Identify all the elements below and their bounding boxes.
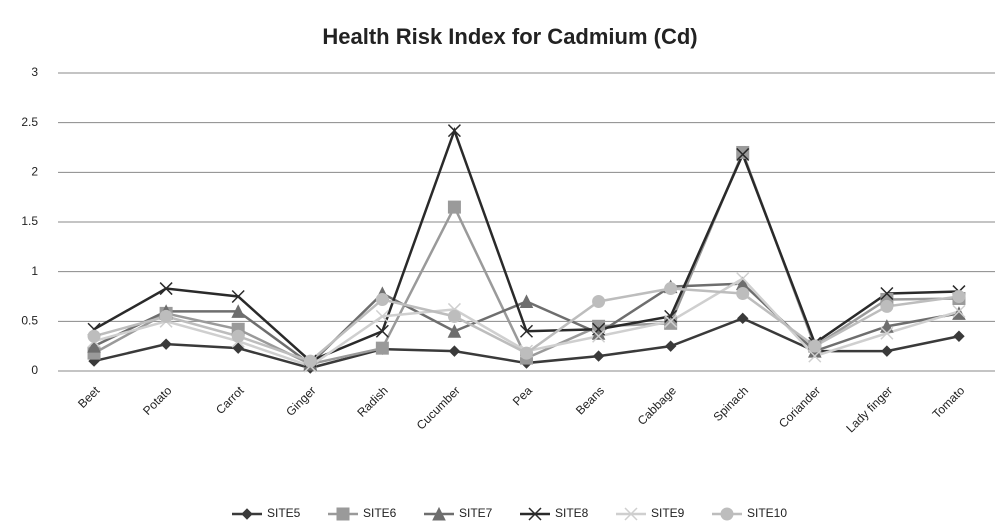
x-tick-label: Cabbage	[635, 383, 680, 428]
y-tick-label: 1.5	[21, 214, 38, 228]
legend-marker	[528, 507, 542, 521]
x-tick-label: Cucumber	[414, 383, 463, 432]
x-tick-label: Coriander	[776, 383, 823, 430]
legend-label: SITE5	[267, 506, 301, 520]
marker	[375, 341, 389, 355]
legend-marker	[624, 507, 638, 521]
marker	[664, 309, 678, 323]
legend-marker	[336, 507, 350, 521]
marker	[953, 330, 965, 342]
marker	[624, 507, 638, 521]
marker	[241, 508, 253, 520]
legend-label: SITE6	[363, 506, 397, 520]
marker	[720, 507, 734, 521]
y-tick-label: 2.5	[21, 115, 38, 129]
marker	[87, 339, 101, 353]
marker	[737, 312, 749, 325]
marker	[880, 299, 894, 313]
marker	[231, 329, 245, 343]
y-tick-label: 0	[31, 363, 38, 377]
marker	[808, 339, 822, 353]
marker	[519, 324, 534, 338]
x-tick-label: Beet	[75, 383, 103, 411]
y-tick-label: 0.5	[21, 314, 38, 328]
marker	[447, 309, 461, 323]
marker	[375, 292, 389, 306]
marker	[447, 200, 461, 214]
marker	[592, 329, 606, 343]
marker	[160, 338, 172, 350]
marker	[880, 326, 894, 340]
marker	[880, 286, 894, 301]
marker	[664, 316, 678, 330]
marker	[528, 507, 542, 521]
marker	[736, 147, 750, 161]
x-tick-label: Pea	[510, 383, 535, 408]
marker	[592, 350, 605, 362]
x-tick-label: Lady finger	[843, 383, 895, 435]
x-tick-label: Spinach	[711, 383, 752, 424]
marker	[664, 340, 677, 352]
marker	[336, 507, 350, 521]
legend-label: SITE9	[651, 506, 685, 520]
x-tick-label: Ginger	[283, 383, 318, 418]
marker	[736, 287, 750, 301]
marker	[952, 304, 966, 318]
x-tick-label: Tomato	[930, 383, 968, 421]
marker	[664, 314, 678, 328]
y-tick-label: 2	[31, 165, 38, 179]
legend-marker	[241, 508, 253, 520]
marker	[736, 145, 750, 159]
marker	[231, 304, 246, 318]
marker	[159, 282, 173, 296]
marker	[87, 329, 101, 343]
marker	[736, 272, 750, 286]
legend-label: SITE7	[459, 506, 493, 520]
marker	[447, 324, 462, 338]
marker	[231, 289, 245, 304]
legend-label: SITE8	[555, 506, 589, 520]
legend-label: SITE10	[747, 506, 787, 520]
marker	[520, 346, 533, 360]
x-tick-label: Beans	[573, 383, 607, 417]
marker	[303, 354, 317, 368]
marker	[592, 294, 606, 308]
chart-title: Health Risk Index for Cadmium (Cd)	[322, 24, 697, 49]
marker	[881, 345, 893, 357]
marker	[664, 282, 678, 296]
marker	[952, 290, 966, 303]
x-tick-label: Potato	[140, 383, 175, 418]
marker	[519, 294, 534, 308]
x-tick-label: Radish	[354, 383, 390, 419]
y-tick-label: 1	[31, 264, 38, 278]
marker	[448, 345, 461, 357]
marker	[432, 506, 446, 521]
marker	[808, 349, 822, 363]
marker	[375, 324, 389, 338]
marker	[447, 124, 461, 138]
legend-marker	[720, 507, 734, 521]
x-tick-label: Carrot	[213, 383, 247, 417]
y-tick-label: 3	[31, 65, 38, 79]
marker	[159, 309, 173, 323]
marker	[232, 342, 244, 354]
marker	[375, 309, 389, 323]
legend-marker	[432, 506, 446, 521]
